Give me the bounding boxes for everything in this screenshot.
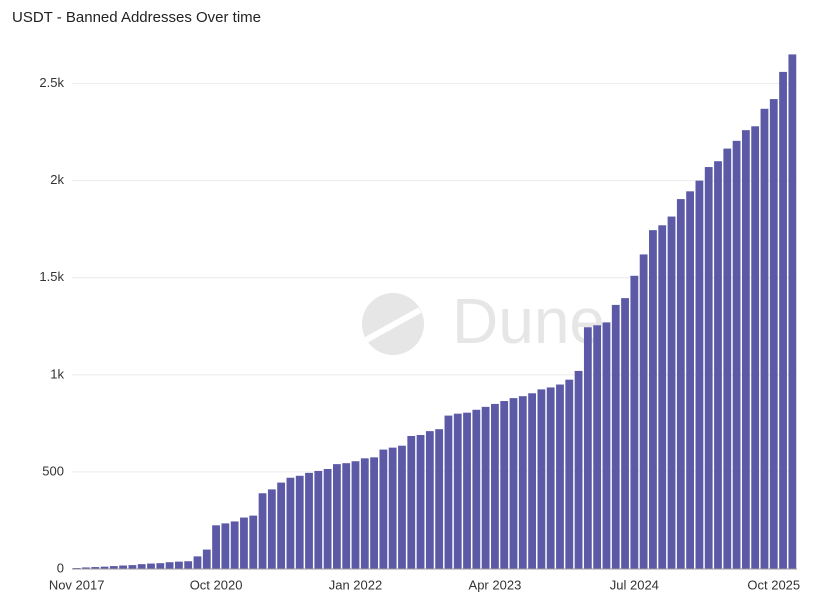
bar <box>351 461 360 569</box>
y-tick-label: 1k <box>50 366 64 381</box>
bar <box>333 464 341 569</box>
bar <box>528 393 536 569</box>
x-tick-label: Oct 2025 <box>747 577 800 592</box>
bar <box>453 413 462 569</box>
bar <box>323 468 332 569</box>
bar <box>630 275 639 569</box>
bar <box>583 327 592 569</box>
bar <box>537 389 546 569</box>
bar <box>769 99 778 569</box>
bar <box>379 449 388 569</box>
bar <box>463 412 471 569</box>
bar <box>667 216 676 569</box>
bar <box>174 561 183 569</box>
bar <box>82 567 90 569</box>
bar <box>91 567 100 569</box>
bar <box>546 387 555 569</box>
bar <box>425 431 434 569</box>
bar <box>416 435 425 569</box>
x-tick-label: Nov 2017 <box>49 577 105 592</box>
bar <box>658 225 667 569</box>
bar <box>472 409 481 569</box>
bar <box>398 445 406 569</box>
bar <box>639 254 648 569</box>
bar <box>342 463 351 569</box>
bar <box>249 515 258 569</box>
bar <box>518 396 527 569</box>
bar <box>481 406 490 569</box>
bar <box>565 379 574 569</box>
bar <box>314 470 323 569</box>
y-tick-label: 500 <box>42 463 64 478</box>
bar <box>574 370 583 569</box>
bar <box>732 140 741 569</box>
bar <box>695 180 704 570</box>
bar <box>407 435 416 569</box>
bar <box>649 230 657 570</box>
bar <box>202 549 211 569</box>
bar <box>212 525 220 569</box>
bar <box>137 564 146 569</box>
y-tick-label: 2k <box>50 172 64 187</box>
bar <box>230 521 239 569</box>
bar <box>184 561 193 569</box>
bar <box>370 457 378 569</box>
x-tick-label: Apr 2023 <box>469 577 522 592</box>
watermark-logo-stripe <box>364 307 422 343</box>
bar <box>277 482 286 569</box>
bar <box>779 71 787 570</box>
bar <box>686 191 695 570</box>
bar <box>593 325 602 569</box>
bar <box>147 563 155 569</box>
bar <box>751 126 760 570</box>
bar <box>267 489 276 569</box>
bar <box>258 493 267 569</box>
bar <box>360 458 369 569</box>
bar <box>100 566 109 569</box>
bar <box>788 54 797 569</box>
bar <box>723 148 732 569</box>
y-tick-label: 1.5k <box>39 269 64 284</box>
bar <box>611 304 620 569</box>
bar <box>435 429 444 569</box>
bar <box>602 322 611 569</box>
bar <box>704 167 713 569</box>
bar <box>556 384 564 569</box>
bar <box>621 298 629 569</box>
bar <box>128 565 137 569</box>
chart-title: USDT - Banned Addresses Over time <box>12 9 261 26</box>
bar <box>676 199 685 570</box>
bar <box>165 562 174 569</box>
bar <box>760 108 769 569</box>
bar <box>741 130 750 569</box>
bar <box>109 566 118 569</box>
watermark: Dune <box>452 285 605 357</box>
bar <box>156 563 165 569</box>
x-tick-label: Oct 2020 <box>190 577 243 592</box>
y-tick-label: 2.5k <box>39 75 64 90</box>
bar <box>119 565 128 569</box>
bar <box>491 403 499 569</box>
bar <box>193 556 202 569</box>
bar <box>509 398 518 569</box>
bar <box>295 475 304 569</box>
bar <box>286 477 295 569</box>
x-tick-label: Jul 2024 <box>610 577 659 592</box>
y-tick-label: 0 <box>57 560 64 575</box>
bar <box>444 415 453 569</box>
bar <box>240 517 248 569</box>
bar <box>500 401 509 569</box>
x-tick-label: Jan 2022 <box>329 577 383 592</box>
bar <box>221 523 230 569</box>
bar <box>305 472 313 569</box>
bar <box>388 447 397 569</box>
bar <box>714 161 722 569</box>
